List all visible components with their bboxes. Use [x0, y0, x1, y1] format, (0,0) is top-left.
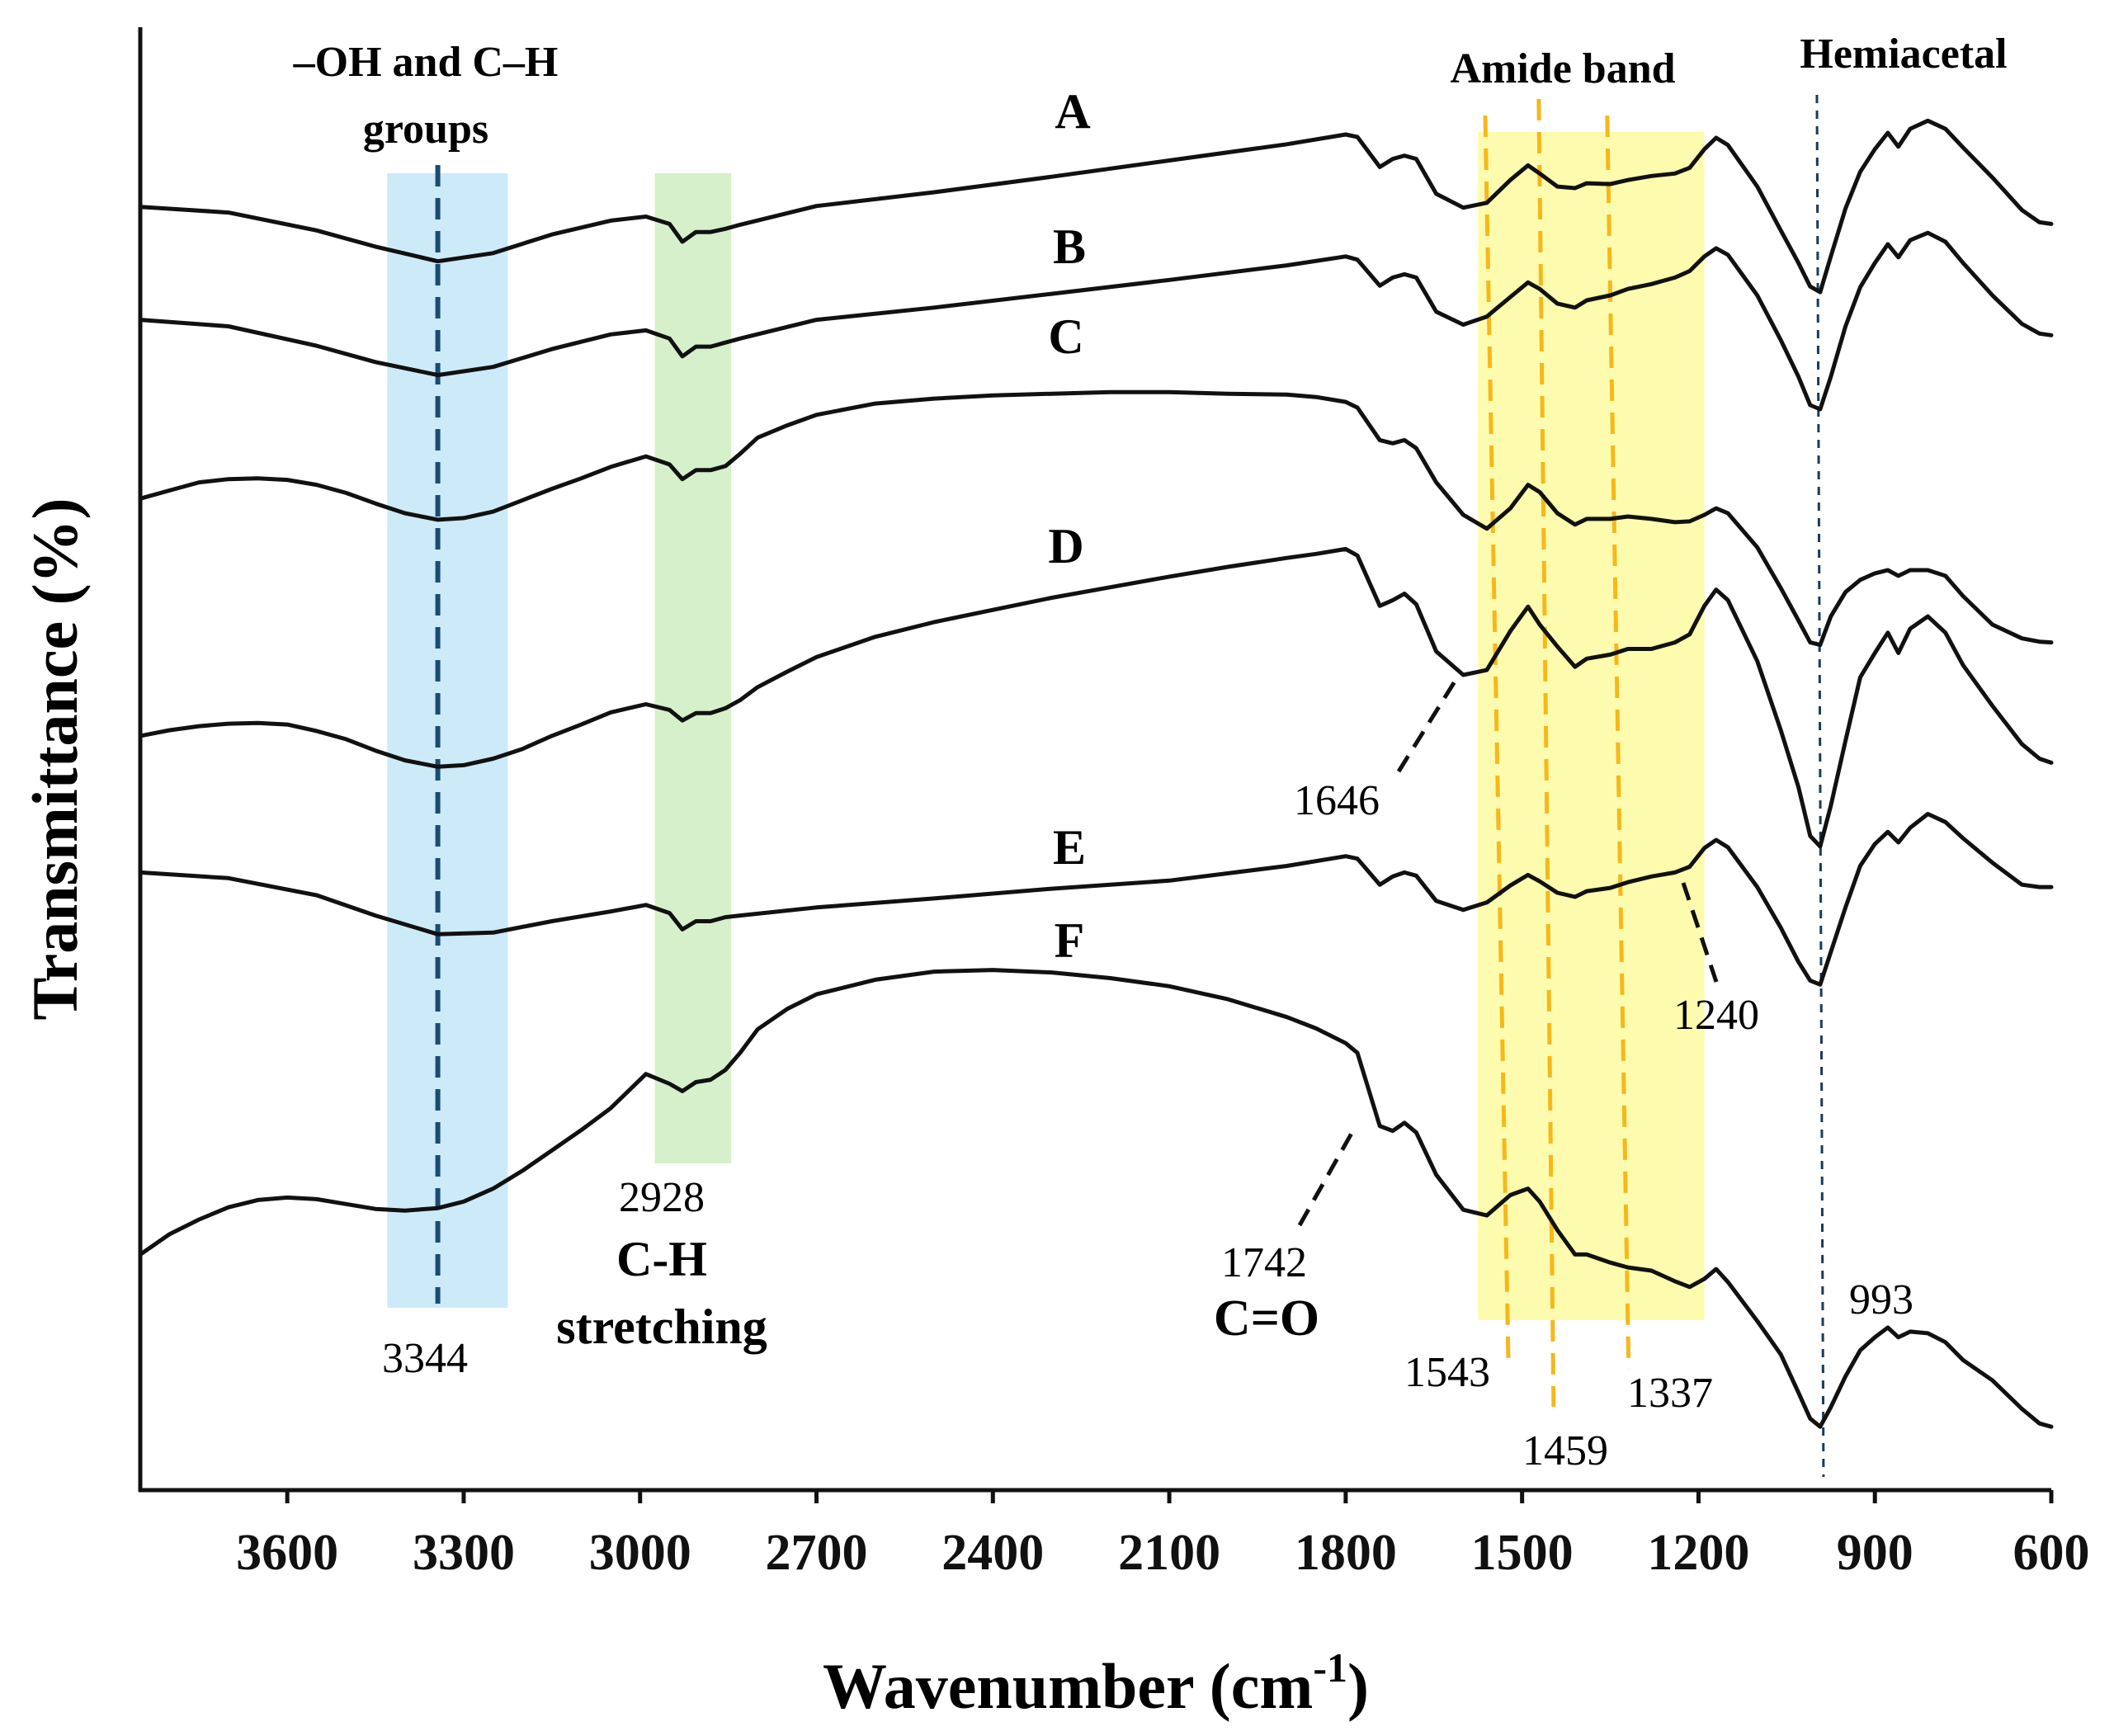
peak-label-3344: 3344 — [382, 1335, 468, 1382]
x-tick-label-2400: 2400 — [941, 1525, 1044, 1581]
oh-group-label-line2: groups — [363, 106, 488, 153]
x-tick-label-3000: 3000 — [589, 1525, 691, 1581]
x-tick-label-900: 900 — [1837, 1525, 1913, 1581]
reference-lines — [435, 94, 1825, 1478]
x-axis-ticks: 3600 3300 3000 2700 2400 2100 1800 1500 1200 900 6… — [236, 1490, 2090, 1581]
reference-line-1459 — [1536, 98, 1556, 1408]
series-label-c: C — [1048, 309, 1083, 364]
ch-stretching-label-line2: stretching — [556, 1300, 767, 1354]
amide-band-region — [1478, 132, 1705, 1320]
peak-label-1240: 1240 — [1673, 992, 1759, 1039]
peak-label-993: 993 — [1849, 1276, 1913, 1323]
series-label-f: F — [1055, 913, 1085, 968]
pointer-1240 — [1681, 882, 1719, 983]
shaded-regions — [387, 132, 1705, 1320]
x-tick-label-600: 600 — [2013, 1525, 2090, 1581]
spectrum-line-c — [138, 389, 2054, 648]
y-axis-title: Transmittance (%) — [19, 498, 91, 1020]
series-label-a: A — [1055, 84, 1090, 139]
x-tick-label-1200: 1200 — [1647, 1525, 1749, 1581]
peak-label-1337: 1337 — [1627, 1370, 1713, 1417]
x-tick-label-3600: 3600 — [236, 1525, 338, 1581]
hemiacetal-label: Hemiacetal — [1800, 31, 2007, 78]
ch-stretching-label-line1: C-H — [616, 1232, 707, 1286]
oh-ch-group-band — [387, 173, 508, 1308]
co-stretch-label: C=O — [1214, 1290, 1319, 1347]
peak-label-1646: 1646 — [1294, 777, 1380, 824]
reference-line-993 — [1815, 94, 1825, 1478]
x-tick-label-1800: 1800 — [1295, 1525, 1397, 1581]
x-tick-label-2700: 2700 — [766, 1525, 868, 1581]
spectra-series — [138, 118, 2054, 1429]
ch-stretching-band — [654, 173, 732, 1163]
peak-label-1742: 1742 — [1221, 1239, 1307, 1286]
x-tick-label-2100: 2100 — [1118, 1525, 1220, 1581]
spectrum-line-f — [138, 968, 2054, 1429]
pointer-1646 — [1396, 673, 1461, 773]
x-tick-label-1500: 1500 — [1471, 1525, 1574, 1581]
x-axis-title-text: Wavenumber (cm — [823, 1650, 1313, 1722]
peak-label-1459: 1459 — [1522, 1427, 1608, 1474]
x-axis-title-close: ) — [1347, 1650, 1369, 1722]
x-axis-title: Wavenumber (cm-1) — [823, 1644, 1369, 1722]
series-label-e: E — [1053, 820, 1086, 875]
amide-band-label: Amide band — [1450, 45, 1675, 92]
peak-label-1543: 1543 — [1404, 1349, 1490, 1396]
peak-label-2928: 2928 — [619, 1174, 705, 1221]
spectrum-line-a — [138, 118, 2054, 295]
series-label-b: B — [1053, 219, 1086, 274]
spectrum-line-b — [138, 230, 2054, 412]
series-label-d: D — [1048, 519, 1083, 573]
oh-group-label-line1: –OH and C–H — [293, 39, 559, 86]
x-axis-title-superscript: -1 — [1313, 1644, 1347, 1691]
reference-line-1337 — [1605, 115, 1631, 1370]
spectrum-line-e — [138, 812, 2054, 987]
reference-line-1543 — [1483, 115, 1511, 1362]
x-tick-label-3300: 3300 — [413, 1525, 515, 1581]
spectrum-line-d — [138, 546, 2054, 849]
pointer-1742 — [1297, 1129, 1356, 1227]
